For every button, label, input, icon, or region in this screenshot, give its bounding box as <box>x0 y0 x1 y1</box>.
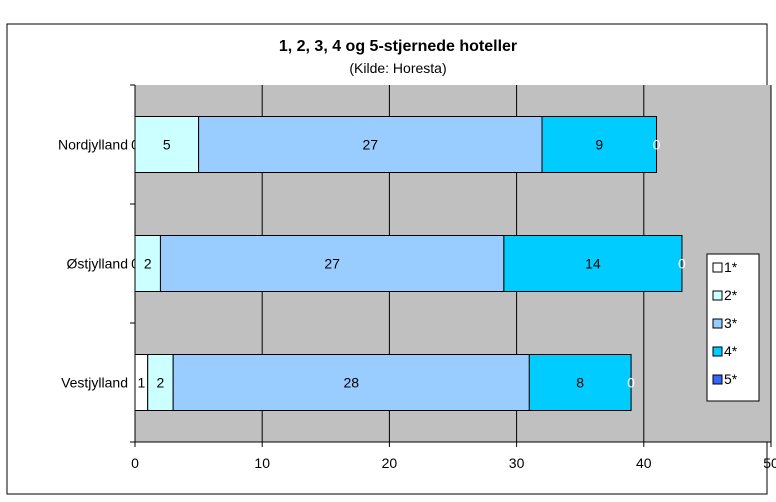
data-label: 0 <box>678 256 686 272</box>
y-category-label: Østjylland <box>67 256 128 272</box>
legend-label: 1* <box>724 259 738 275</box>
x-tick-label: 30 <box>509 455 525 471</box>
legend-swatch <box>712 346 723 357</box>
data-label: 0 <box>653 137 661 153</box>
bar-segment <box>198 116 543 173</box>
x-tick-label: 10 <box>254 455 270 471</box>
x-tick-label: 20 <box>382 455 398 471</box>
legend-label: 2* <box>724 287 738 303</box>
data-label: 1 <box>137 375 145 391</box>
chart-title: 1, 2, 3, 4 og 5-stjernede hoteller <box>279 38 517 55</box>
legend-label: 5* <box>724 371 738 387</box>
x-tick-label: 50 <box>763 455 776 471</box>
x-tick-label: 0 <box>131 455 139 471</box>
data-label: 2 <box>144 256 152 272</box>
bar-segment <box>528 354 632 411</box>
legend-label: 4* <box>724 343 738 359</box>
data-label: 27 <box>324 256 340 272</box>
legend-swatch <box>712 262 723 273</box>
axes: 0 10 20 30 40 50NordjyllandØstjyllandVestjyll… <box>58 84 776 471</box>
legend-swatch <box>712 318 723 329</box>
legend-swatch <box>712 290 723 301</box>
bar-series: 0527900227140122880 <box>131 116 686 411</box>
y-category-label: Nordjylland <box>58 137 128 153</box>
data-label: 0 <box>627 375 635 391</box>
legend-swatch <box>712 374 723 385</box>
bar-segment <box>503 235 683 292</box>
data-label: 9 <box>595 137 603 153</box>
data-label: 27 <box>363 137 379 153</box>
legend-label: 3* <box>724 315 738 331</box>
data-label: 8 <box>576 375 584 391</box>
x-tick-label: 40 <box>636 455 652 471</box>
bar-segment <box>541 116 658 173</box>
legend: 1* 2* 3* 4* 5* <box>706 253 760 402</box>
y-category-label: Vestjylland <box>61 375 128 391</box>
data-label: 5 <box>163 137 171 153</box>
data-label: 28 <box>343 375 359 391</box>
data-label: 2 <box>157 375 165 391</box>
bar-segment <box>172 354 530 411</box>
data-label: 14 <box>585 256 601 272</box>
bar-segment <box>134 116 200 173</box>
bar-segment <box>159 235 505 292</box>
bar-segment <box>147 354 174 411</box>
chart-subtitle: (Kilde: Horesta) <box>349 60 446 76</box>
